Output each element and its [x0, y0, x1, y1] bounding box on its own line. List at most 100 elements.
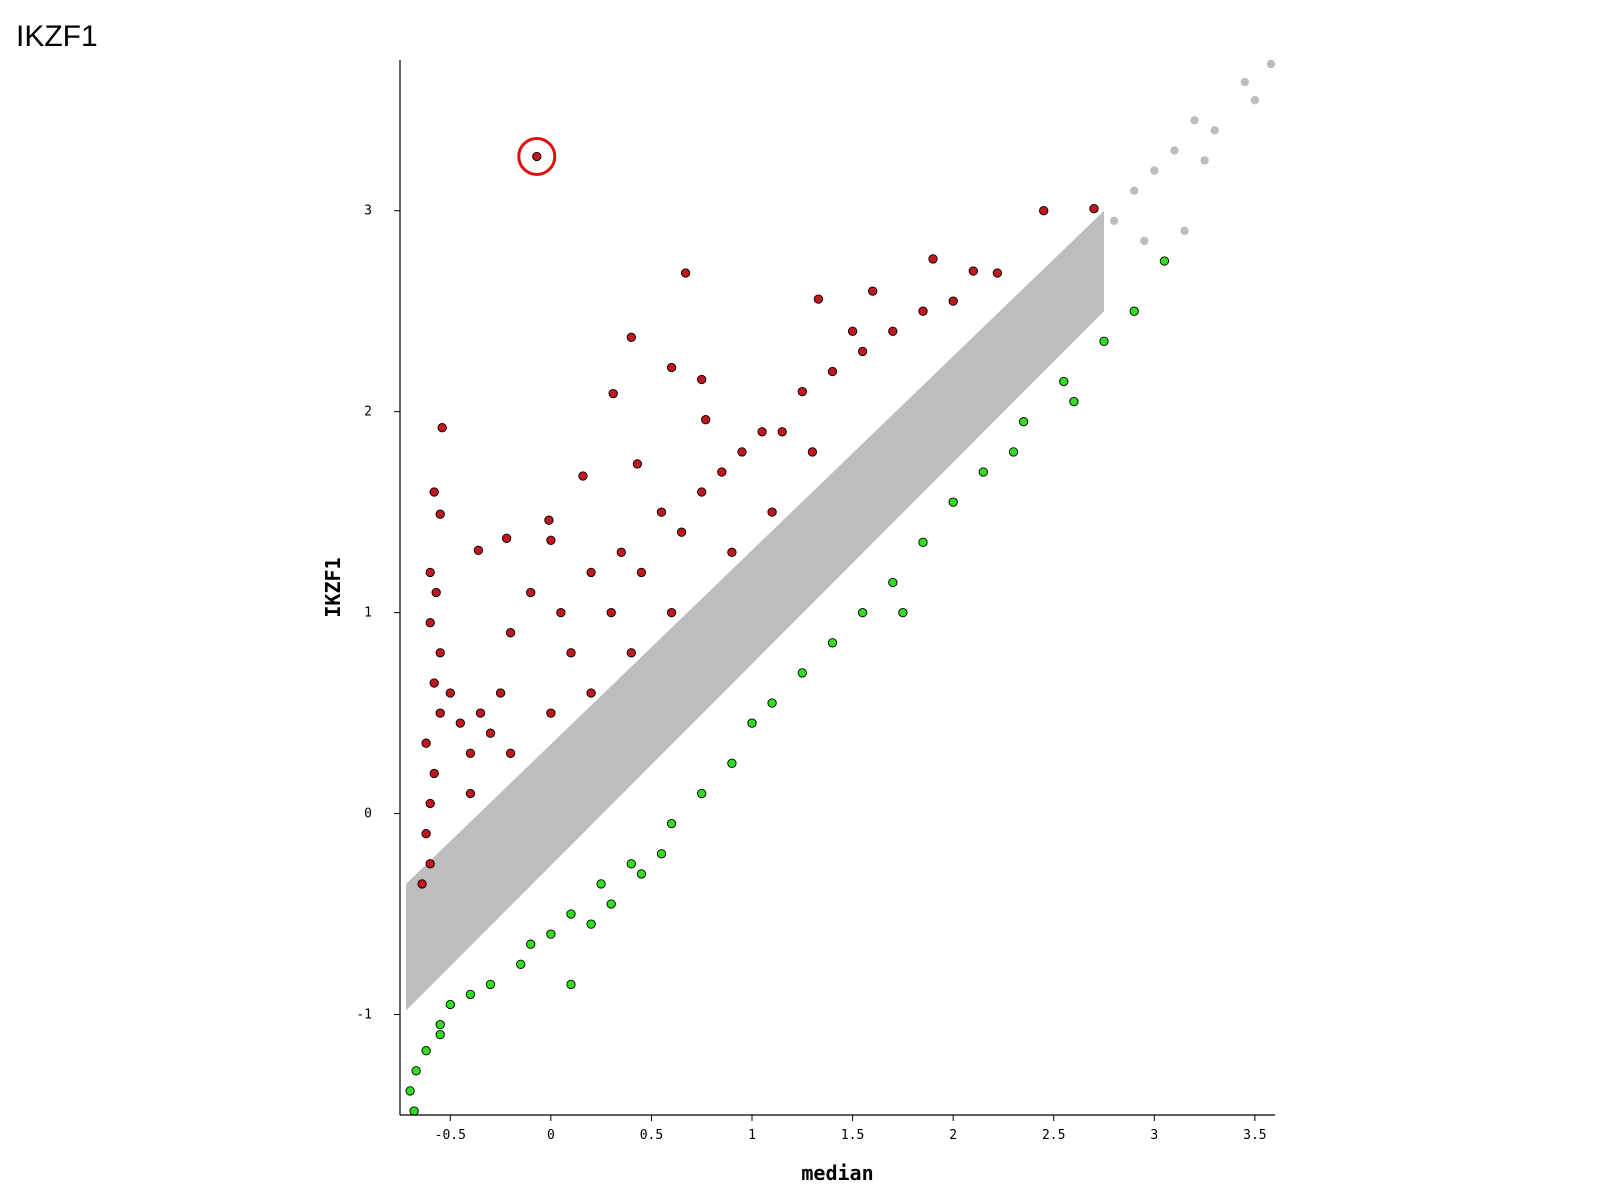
- point-up: [1089, 204, 1099, 214]
- point-up: [666, 607, 677, 618]
- point-up: [546, 708, 556, 718]
- x-tick-label: 1: [748, 1128, 756, 1143]
- point-up: [1039, 206, 1049, 216]
- neutral-band: [406, 210, 1105, 1011]
- point-up: [544, 515, 554, 525]
- point-up: [727, 547, 737, 557]
- point-up: [417, 879, 427, 889]
- point-up: [495, 688, 506, 698]
- point-up: [485, 728, 496, 738]
- point-down: [405, 1086, 415, 1096]
- point-up: [813, 294, 824, 304]
- point-up: [475, 708, 486, 718]
- point-up: [676, 527, 687, 537]
- point-neutral: [1190, 116, 1199, 125]
- point-down: [435, 1019, 445, 1030]
- point-up: [435, 708, 445, 718]
- point-down: [1129, 306, 1139, 316]
- point-down: [1018, 417, 1029, 427]
- point-up: [767, 507, 777, 517]
- point-up: [636, 567, 647, 578]
- point-up: [616, 547, 626, 557]
- point-neutral: [1210, 126, 1219, 135]
- point-up: [435, 648, 445, 658]
- point-up: [697, 374, 707, 385]
- point-up: [526, 587, 536, 598]
- figure-label: IKZF1: [16, 20, 98, 53]
- point-up: [532, 151, 542, 162]
- point-down: [586, 919, 596, 929]
- point-up: [578, 471, 588, 481]
- point-up: [888, 326, 898, 336]
- point-up: [465, 788, 476, 799]
- point-up: [847, 326, 858, 336]
- point-up: [429, 678, 439, 688]
- x-tick-label: 2: [949, 1128, 957, 1143]
- point-down: [888, 577, 898, 588]
- point-up: [455, 718, 465, 728]
- point-down: [526, 939, 536, 949]
- point-down: [411, 1066, 421, 1076]
- point-up: [437, 423, 447, 433]
- point-down: [747, 718, 757, 728]
- point-neutral: [1200, 156, 1209, 165]
- point-down: [857, 607, 868, 618]
- point-neutral: [1240, 77, 1250, 87]
- x-tick-label: 0: [547, 1128, 555, 1143]
- point-down: [421, 1046, 431, 1056]
- point-up: [992, 268, 1003, 278]
- x-tick-label: 0.5: [640, 1128, 663, 1143]
- point-down: [626, 859, 636, 869]
- point-up: [435, 509, 445, 519]
- point-up: [701, 415, 711, 425]
- point-up: [968, 266, 978, 276]
- point-neutral: [1150, 166, 1159, 175]
- point-up: [546, 535, 556, 545]
- point-down: [697, 788, 707, 799]
- neutral-band-area: [406, 210, 1105, 1011]
- x-tick-label: 1.5: [841, 1128, 864, 1143]
- point-neutral: [1250, 96, 1260, 105]
- axes: -0.5 0 0.5 1 1.5 2 2.5 3 3.5 -1 0 1 2 3: [356, 60, 1275, 1143]
- point-up: [473, 545, 484, 555]
- point-up: [827, 366, 838, 377]
- y-tick-label: 3: [364, 204, 372, 219]
- point-up: [666, 362, 677, 373]
- point-neutral: [1266, 59, 1276, 69]
- point-up: [757, 427, 767, 437]
- point-up: [737, 447, 747, 457]
- x-tick-label: 3.5: [1243, 1128, 1266, 1143]
- point-up: [425, 859, 435, 869]
- point-down: [797, 668, 807, 678]
- point-down: [918, 537, 928, 547]
- point-neutral: [1130, 186, 1139, 195]
- point-up: [918, 306, 928, 316]
- x-tick-label: 2.5: [1042, 1128, 1065, 1143]
- point-up: [431, 587, 441, 598]
- point-up: [626, 332, 636, 342]
- point-neutral: [1140, 236, 1149, 246]
- point-down: [516, 959, 526, 969]
- point-down: [566, 979, 576, 990]
- y-tick-label: 2: [364, 405, 372, 420]
- point-down: [727, 758, 737, 768]
- point-down: [606, 899, 616, 909]
- point-up: [697, 487, 707, 497]
- point-down: [1008, 447, 1019, 457]
- point-down: [409, 1106, 419, 1116]
- point-up: [928, 254, 938, 264]
- point-down: [827, 638, 838, 648]
- point-up: [425, 798, 435, 809]
- point-down: [465, 989, 476, 1000]
- point-down: [1059, 376, 1069, 387]
- point-up: [505, 748, 516, 758]
- point-up: [857, 346, 868, 357]
- point-up: [656, 507, 667, 517]
- point-down: [1069, 396, 1079, 407]
- point-up: [948, 296, 958, 306]
- point-down: [1099, 336, 1109, 346]
- point-up: [429, 487, 439, 497]
- point-up: [425, 618, 435, 628]
- point-up: [429, 768, 439, 779]
